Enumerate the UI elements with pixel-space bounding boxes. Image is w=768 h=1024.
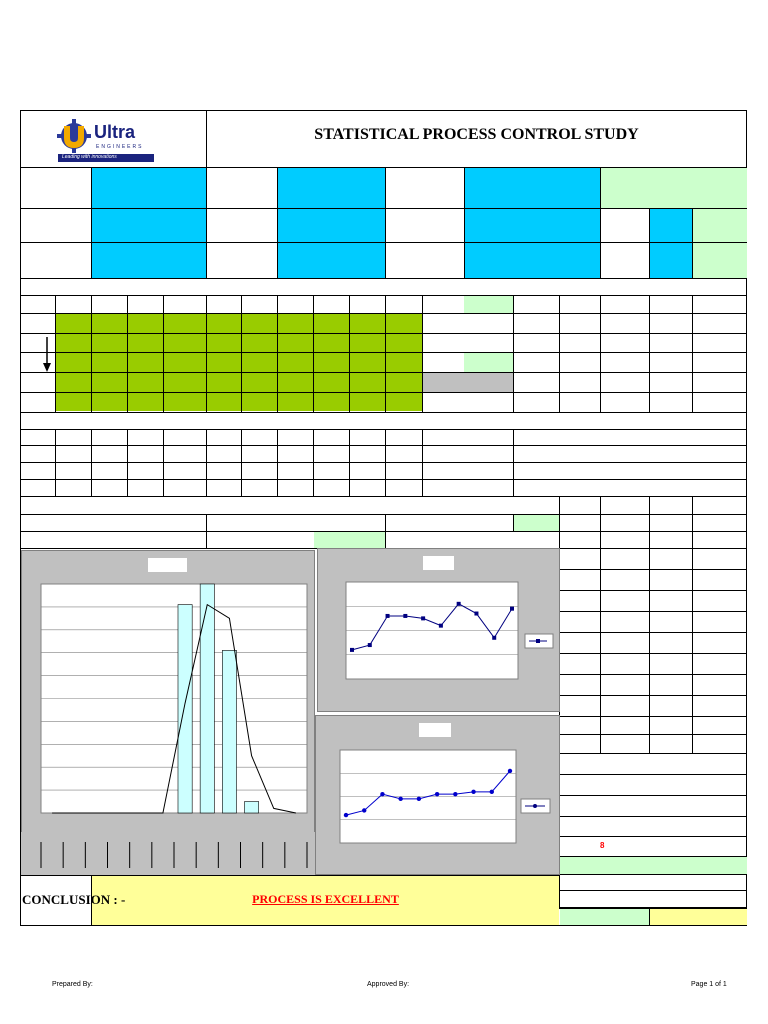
histogram-title [148,558,187,572]
right-cell-green[interactable] [560,857,747,874]
data-point [416,796,422,802]
stat-line [20,514,747,515]
data-point [453,791,458,797]
summary-line [20,429,747,430]
right-vline [649,908,650,925]
data-point [398,796,403,802]
conclusion-vline [91,875,92,926]
param-vline [385,167,386,278]
readings-data-block[interactable] [55,314,422,411]
reading-cell-highlight-2[interactable] [464,353,513,372]
conclusion-label: CONCLUSION : - [22,892,126,907]
param-field-5[interactable] [649,208,692,278]
data-point [350,647,354,652]
range-title [419,723,451,737]
histogram-bar [177,604,193,814]
param-field-1[interactable] [91,168,206,278]
logo-tagline: Leading with innovations [62,154,117,160]
data-point [492,635,497,640]
page-number: Page 1 of 1 [691,981,727,988]
right-cell-yellow[interactable] [649,908,747,925]
approved-by-label: Approved By: [367,981,410,988]
param-vline [649,208,650,278]
summary-grid-lines [20,429,747,497]
spc-sheet [20,110,747,926]
stat-cell-highlight-2[interactable] [314,532,385,548]
data-point [510,606,514,611]
xbar-title [423,556,454,570]
arrow-down-icon [43,337,51,372]
param-field-4[interactable] [600,168,747,208]
legend-marker [536,639,540,643]
readings-grid [20,295,747,413]
right-cell-green-2[interactable] [560,908,649,925]
histogram-bar [199,583,215,814]
page-title: STATISTICAL PROCESS CONTROL STUDY [314,126,639,143]
right-stats-table [559,497,747,909]
readings-grid-lines [20,295,747,413]
side-mark: 8 [600,841,605,850]
param-vline [206,167,207,278]
stat-line [20,531,747,532]
data-point [474,611,479,616]
data-point [380,791,385,797]
data-point [362,808,367,813]
logo-text: Ultra [94,122,136,142]
data-point [421,616,426,621]
param-vline [277,167,278,278]
conclusion-top-line [20,875,559,876]
header-bottom-line [20,167,747,168]
param-line-2 [20,242,747,243]
reading-cell-highlight[interactable] [464,296,513,313]
conclusion-box[interactable] [92,876,559,925]
data-point [456,601,461,606]
param-field-3[interactable] [464,168,600,278]
stat-vline [385,514,386,548]
data-point [403,613,408,618]
range-chart [339,749,551,844]
param-line-3 [20,278,747,279]
param-vline [464,167,465,278]
param-vline [600,167,601,278]
data-point [438,623,443,628]
header-divider [206,110,207,167]
stat-vline [206,514,207,548]
prepared-by-label: Prepared By: [52,981,93,988]
reading-cell-gray [422,373,513,392]
stat-vline [513,514,514,531]
logo-icon [57,119,154,162]
param-vline [692,208,693,278]
data-point [507,768,513,774]
data-point [385,613,390,618]
data-point [343,812,349,818]
data-point [434,791,440,797]
company-logo: Ultra ENGINEERS Leading with innovations [56,116,160,164]
data-point [489,789,494,795]
conclusion-verdict: PROCESS IS EXCELLENT [252,892,399,906]
param-vline [91,167,92,278]
summary-grid [20,429,747,498]
right-table-lines [559,497,747,909]
param-field-2[interactable] [277,168,385,278]
logo-subtext: ENGINEERS [96,144,144,150]
right-line [559,908,747,909]
param-line-1 [20,208,747,209]
legend-marker [533,804,537,808]
param-line-4 [20,295,747,296]
stat-cell-highlight[interactable] [513,515,559,531]
data-point [367,643,372,648]
data-point [471,789,476,795]
param-field-6[interactable] [692,208,747,278]
histogram-chart [21,583,315,875]
histogram-bar [222,650,237,814]
histogram-bar [244,801,259,814]
xbar-chart [345,581,554,680]
